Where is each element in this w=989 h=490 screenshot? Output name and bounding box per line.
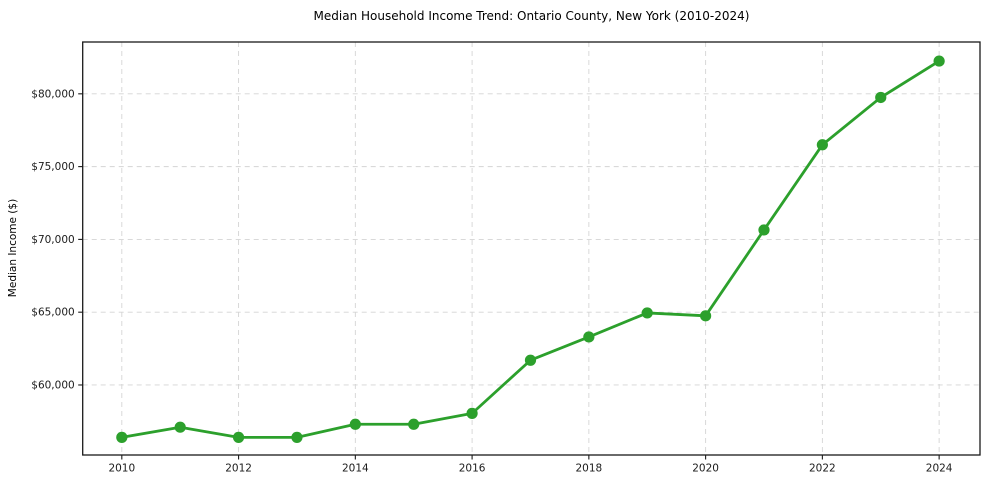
x-tick-label: 2016 [459,463,486,475]
trend-line [120,59,941,439]
data-point [232,431,245,443]
data-point [758,224,770,236]
y-tick-label: $70,000 [31,234,74,246]
data-point [816,139,828,151]
x-tick-label: 2022 [809,463,836,475]
data-point [116,431,128,443]
data-point [408,418,420,430]
x-tick-label: 2018 [575,463,602,475]
x-tick-label: 2014 [342,463,369,475]
y-tick-label: $80,000 [31,88,74,100]
x-tick-label: 2024 [926,463,953,475]
data-point [641,307,653,319]
data-point [174,421,186,433]
data-point [466,407,478,419]
x-tick-label: 2010 [108,463,135,475]
x-tick-label: 2020 [692,463,719,475]
data-point [524,354,537,366]
y-tick-label: $65,000 [31,307,74,319]
y-tick-label: $75,000 [31,161,74,173]
data-point [349,418,361,430]
data-point [583,331,595,343]
y-tick-label: $60,000 [31,379,74,391]
chart-title: Median Household Income Trend: Ontario C… [313,9,750,23]
y-axis-label: Median Income ($) [7,198,19,298]
data-point [291,431,303,443]
data-point [933,55,945,67]
data-point [875,91,887,104]
x-tick-label: 2012 [225,463,252,475]
data-point [700,310,712,322]
axis-frame [82,41,981,456]
